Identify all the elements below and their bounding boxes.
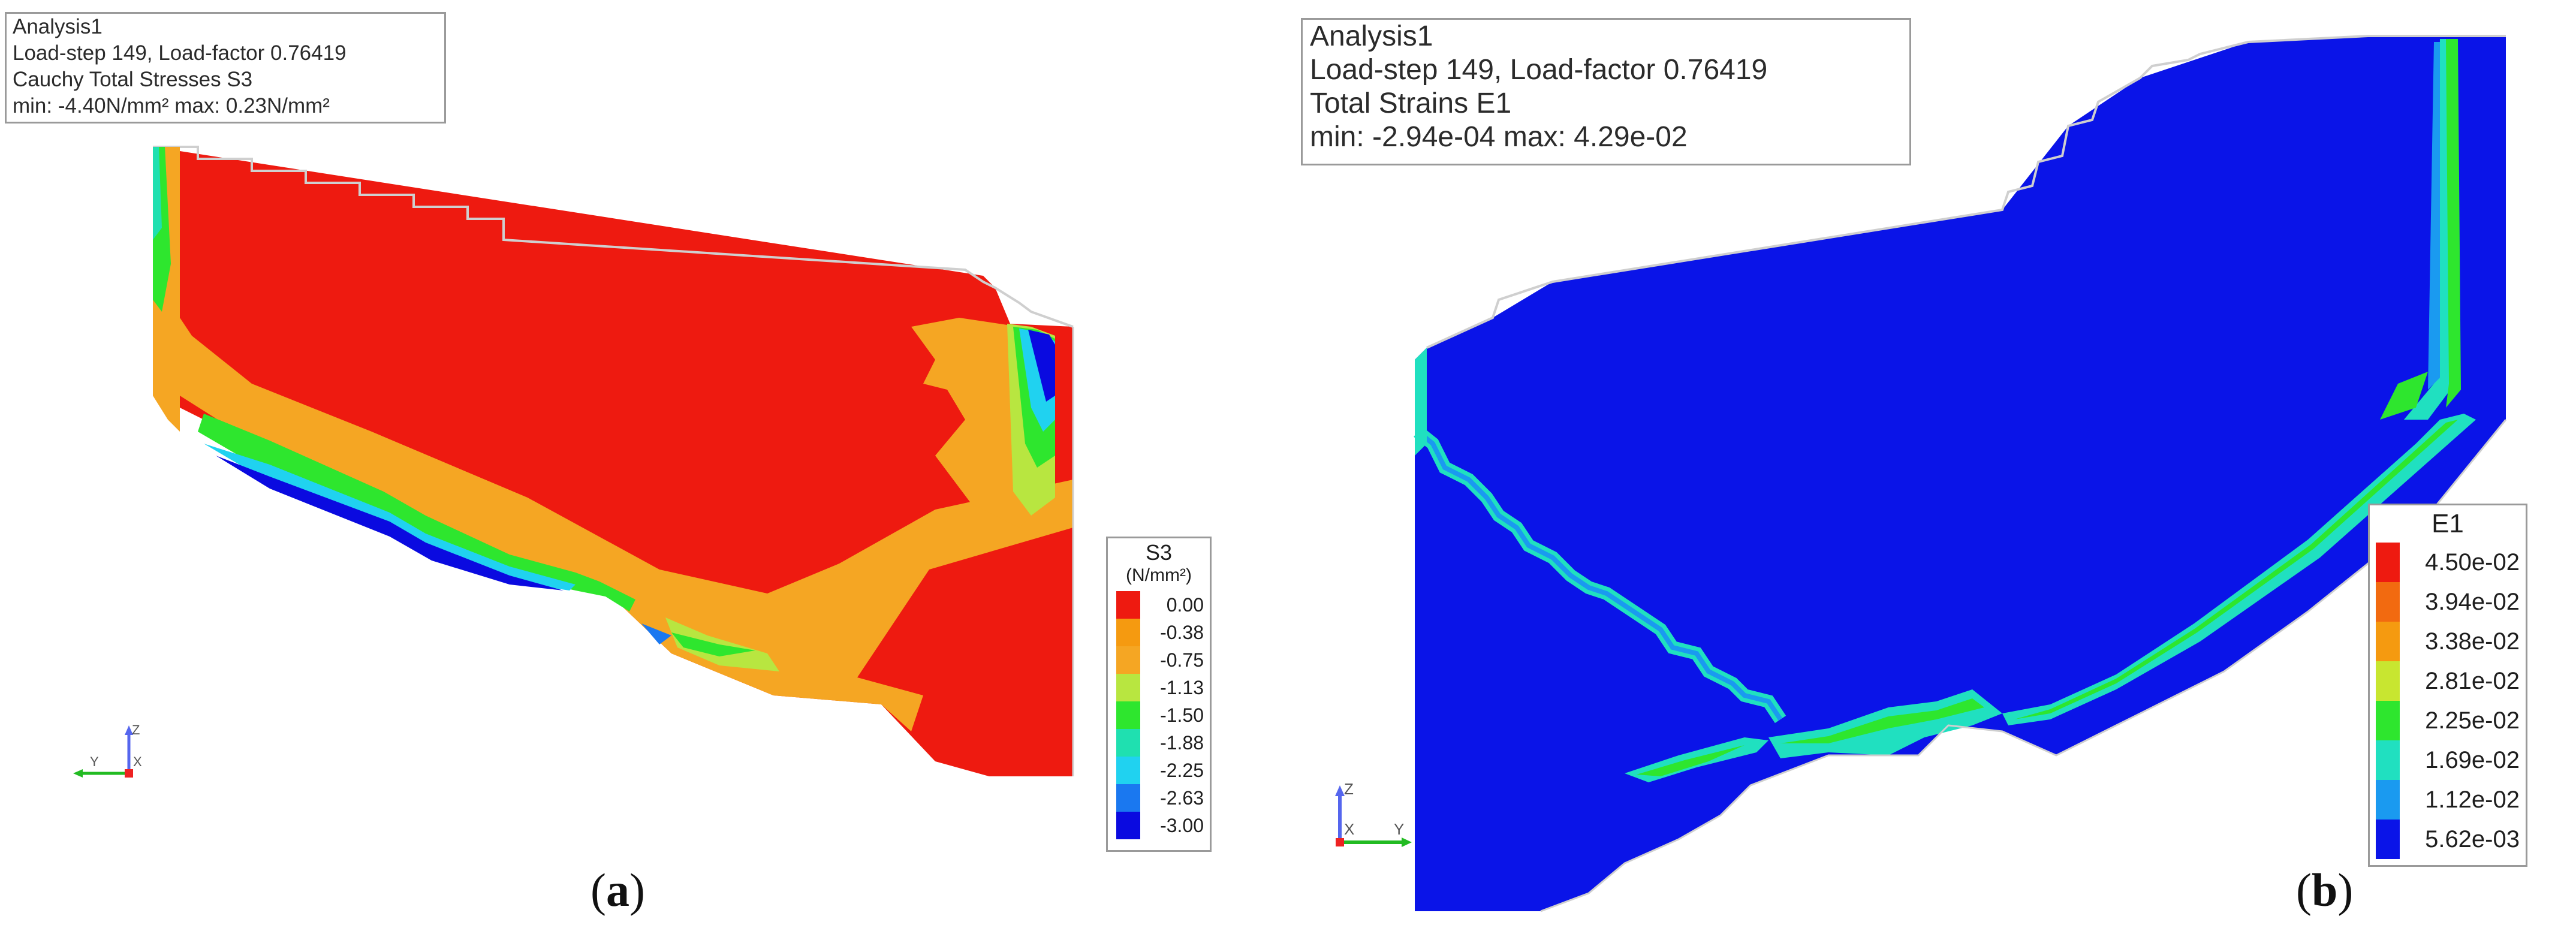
stress-contour-plot [153,146,1074,776]
legend-label: 4.50e-02 [2425,549,2520,576]
color-legend: S3 (N/mm²) 0.00 -0.38 -0.75 -1.13 -1.50 -1.88… [1106,537,1212,852]
legend-entry: 0.00 [1108,591,1210,619]
legend-label: -1.13 [1160,676,1204,698]
info-analysis: Analysis1 [13,15,103,38]
legend-label: 1.69e-02 [2425,746,2520,773]
legend-label: 3.94e-02 [2425,588,2520,615]
info-load-step: Load-step 149, Load-factor 0.76419 [1310,54,1768,86]
legend-unit: (N/mm²) [1126,565,1192,585]
legend-entry: -1.88 [1108,729,1210,757]
info-result-name: Total Strains E1 [1310,88,1512,119]
legend-entry: 2.81e-02 [2370,661,2526,701]
legend-label: -1.50 [1160,704,1204,726]
legend-swatch [2376,780,2400,820]
info-min-max: min: -2.94e-04 max: 4.29e-02 [1310,121,1688,153]
axis-y-label: Y [1394,820,1404,838]
legend-swatch [1116,784,1140,812]
left-edge-contours [1415,348,1427,456]
legend-label: 3.38e-02 [2425,628,2520,655]
info-result-name: Cauchy Total Stresses S3 [13,68,253,91]
legend-swatch [2376,701,2400,740]
orange-band-bottom [156,282,1073,731]
legend-swatch [1116,619,1140,646]
legend-title: E1 [2432,509,2464,538]
mesh-body [1415,36,2506,911]
legend-entry: -0.38 [1108,619,1210,646]
caption-b: (b) [2296,864,2354,916]
legend-label: -2.63 [1160,787,1204,809]
legend-entry: 1.69e-02 [2370,740,2526,780]
legend-swatch [2376,622,2400,661]
legend-swatch [1116,591,1140,619]
legend-label: -0.38 [1160,621,1204,643]
legend-label: -1.88 [1160,731,1204,754]
axis-y-label: Y [90,754,99,769]
strain-contour-plot [1414,35,2507,912]
legend-label: -0.75 [1160,649,1204,671]
legend-entry: 4.50e-02 [2370,543,2526,582]
axis-z-label: Z [132,722,140,737]
legend-swatch [1116,729,1140,757]
caption-a: (a) [590,864,645,916]
axis-z-label: Z [1344,780,1354,798]
legend-label: 2.25e-02 [2425,707,2520,734]
legend-entry: -3.00 [1108,812,1210,839]
info-load-step: Load-step 149, Load-factor 0.76419 [13,41,347,65]
bottom-edge-contours [198,414,635,611]
legend-swatch [1116,674,1140,701]
info-analysis: Analysis1 [1310,20,1433,52]
lower-left-yellow [665,617,779,671]
axis-x-label: X [1344,820,1354,838]
legend-label: 0.00 [1166,593,1204,616]
legend-entry: 3.94e-02 [2370,582,2526,622]
info-min-max: min: -4.40N/mm² max: 0.23N/mm² [13,94,330,118]
legend-swatch [2376,820,2400,859]
legend-swatch [1116,701,1140,729]
legend-label: 2.81e-02 [2425,667,2520,694]
legend-entry: -1.50 [1108,701,1210,729]
legend-title: S3 [1145,540,1173,565]
info-box: Analysis1 Load-step 149, Load-factor 0.7… [1301,18,1911,165]
legend-entry: 3.38e-02 [2370,622,2526,661]
color-legend: E1 4.50e-02 3.94e-02 3.38e-02 2.81e-02 2.25e… [2368,504,2527,867]
legend-entry: 5.62e-03 [2370,820,2526,859]
axis-x-label: X [133,754,142,769]
legend-swatch [1116,812,1140,839]
legend-swatch [1116,646,1140,674]
legend-entry: -2.25 [1108,757,1210,784]
axis-triad: Z Y X [73,722,142,778]
legend-swatch [2376,740,2400,780]
legend-swatch [2376,582,2400,622]
legend-swatch [2376,661,2400,701]
legend-label: 1.12e-02 [2425,786,2520,813]
right-column-contours [2404,39,2455,420]
mesh-top-edge [1426,35,2506,349]
legend-entry: -1.13 [1108,674,1210,701]
legend-swatch [1116,757,1140,784]
mesh-top-edge [153,146,1074,328]
info-box: Analysis1 Load-step 149, Load-factor 0.7… [5,12,446,123]
axis-triad: Z Y X [1335,780,1412,847]
legend-label: -2.25 [1160,759,1204,781]
legend-entry: -0.75 [1108,646,1210,674]
legend-entry: -2.63 [1108,784,1210,812]
legend-label: 5.62e-03 [2425,825,2520,852]
panel-a: Analysis1 Load-step 149, Load-factor 0.7… [5,12,1212,916]
legend-label: -3.00 [1160,814,1204,836]
panel-b: Analysis1 Load-step 149, Load-factor 0.7… [1289,0,2576,940]
legend-swatch [2376,543,2400,582]
legend-entry: 1.12e-02 [2370,780,2526,820]
legend-entry: 2.25e-02 [2370,701,2526,740]
